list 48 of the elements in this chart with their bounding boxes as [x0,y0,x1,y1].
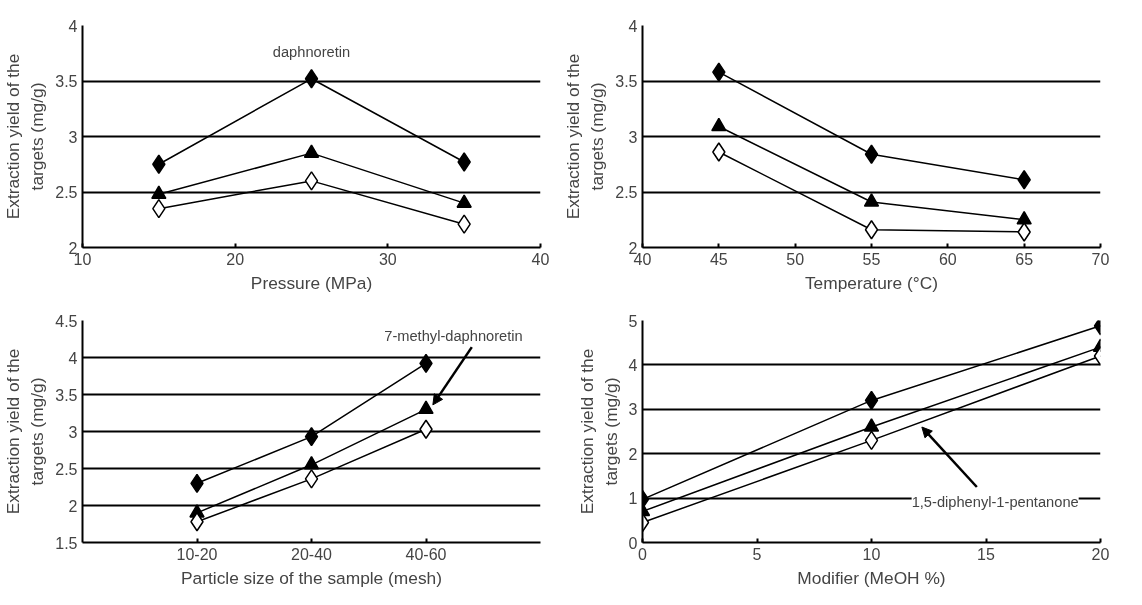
y-tick-label: 2 [68,497,78,515]
annotation: daphnoretin [272,44,351,61]
y-tick-label: 3.5 [55,73,78,90]
y-tick-label: 4 [68,17,78,35]
y-tick-label: 3 [628,128,638,146]
y-tick-label: 3.5 [55,386,78,404]
x-tick-label: 70 [1091,250,1110,268]
x-tick-label: 40 [531,250,550,268]
x-tick-label: 40-60 [405,545,447,563]
x-tick-label: 55 [862,250,881,268]
y-tick-label: 1 [628,490,638,508]
x-tick-label: 60 [938,250,957,268]
x-axis-title: Temperature (°C) [804,272,939,293]
x-tick-label: 15 [977,545,995,563]
x-tick-label: 30 [378,250,397,268]
annotation: 1,5-diphenyl-1-pentanone [911,493,1079,510]
annotation: 7-methyl-daphnoretin [384,328,523,345]
y-tick-label: 3 [68,423,78,441]
y-tick-label: 4.5 [55,312,78,330]
y-tick-label: 0 [628,534,638,552]
x-tick-label: 20 [226,250,245,268]
x-axis-title: Pressure (MPa) [250,272,373,293]
x-tick-label: 20 [1091,545,1110,563]
y-tick-label: 2 [628,445,638,463]
y-tick-label: 1.5 [55,534,78,552]
y-tick-label: 4 [68,349,78,367]
x-tick-label: 10-20 [176,545,218,563]
y-tick-label: 4 [628,17,638,35]
y-tick-label: 2.5 [55,460,78,478]
y-axis-title: Extraction yield of the targets (mg/g) [563,53,608,220]
x-tick-label: 5 [752,545,762,563]
y-axis-title: Extraction yield of the targets (mg/g) [3,53,48,220]
y-tick-label: 2.5 [55,184,78,201]
y-tick-label: 2.5 [615,184,638,201]
y-tick-label: 4 [628,356,638,374]
x-tick-label: 65 [1015,250,1034,268]
y-tick-label: 3 [68,128,78,146]
x-tick-label: 50 [786,250,805,268]
y-tick-label: 3.5 [615,73,638,90]
y-axis-title: Extraction yield of the targets (mg/g) [3,348,48,515]
y-tick-label: 5 [628,312,638,330]
x-tick-label: 45 [709,250,728,268]
x-axis-title: Modifier (MeOH %) [797,567,946,588]
y-tick-label: 3 [628,401,638,419]
y-axis-title: Extraction yield of the targets (mg/g) [576,348,621,515]
x-tick-label: 20-40 [291,545,333,563]
x-tick-label: 10 [862,545,881,563]
x-axis-title: Particle size of the sample (mesh) [181,567,442,588]
